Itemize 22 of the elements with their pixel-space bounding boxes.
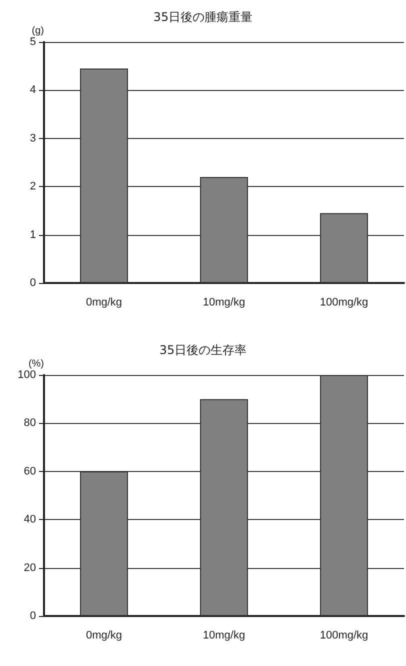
x-tick-label: 100mg/kg [320,630,368,642]
chart-title: 35日後の生存率 [159,343,247,357]
y-axis-title: (%) [28,358,44,370]
y-tick-label: 0 [30,610,36,622]
y-tick-label: 0 [30,277,36,289]
x-tick-label: 100mg/kg [320,296,368,308]
y-tick-label: 20 [24,562,36,574]
y-tick-label: 60 [24,465,36,478]
y-tick-label: 5 [30,36,36,48]
y-axis-title: (g) [32,26,44,36]
x-tick-label: 0mg/kg [86,296,122,308]
y-tick-label: 80 [24,417,36,430]
x-tick-label: 10mg/kg [202,630,246,642]
y-tick-label: 2 [30,180,36,193]
chart-title: 35日後の腫瘍重量 [153,10,253,24]
y-tick-label: 40 [24,514,36,526]
x-tick-label: 10mg/kg [202,296,246,308]
y-tick-label: 4 [30,84,36,96]
y-tick-label: 100 [18,369,36,381]
y-tick-label: 1 [30,228,36,241]
x-tick-label: 0mg/kg [86,630,122,642]
y-tick-label: 3 [30,132,36,144]
